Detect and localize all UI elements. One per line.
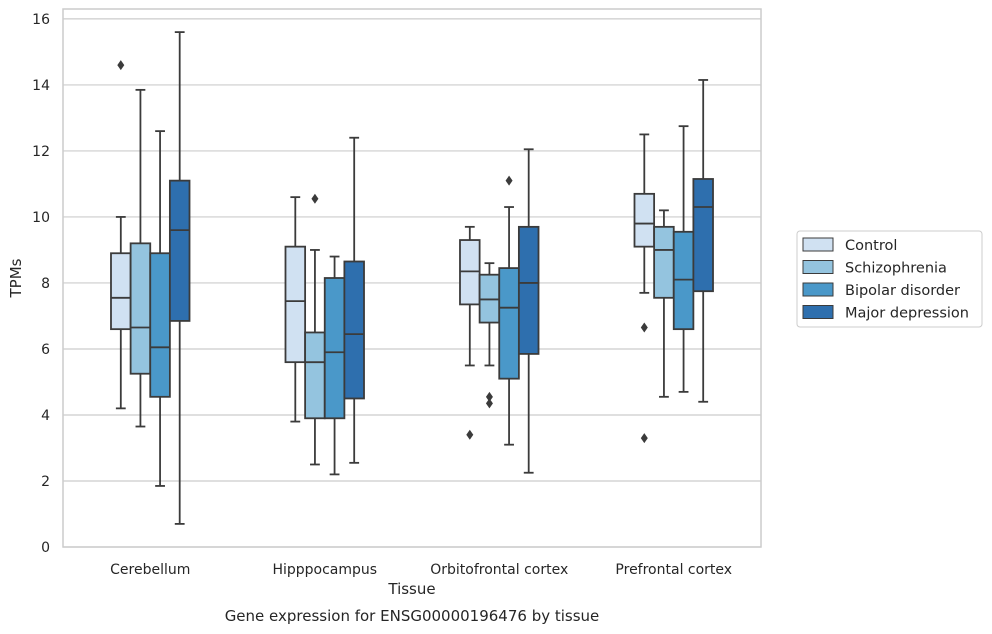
box-major-depression [517, 148, 540, 474]
legend-swatch [802, 237, 834, 252]
outlier-point [485, 398, 493, 409]
box-major-depression [168, 31, 191, 525]
outlier-point [485, 391, 493, 402]
box-iqr [168, 179, 191, 322]
y-tick-label: 14 [32, 78, 50, 94]
box-control [284, 196, 307, 423]
box-iqr [633, 192, 656, 248]
outlier-point [640, 322, 648, 333]
y-tick-label: 4 [41, 408, 50, 424]
y-tick-label: 12 [32, 144, 50, 160]
box-schizophrenia [653, 209, 675, 398]
y-tick-label: 16 [32, 12, 50, 28]
outlier-point [505, 175, 513, 186]
chart-title: Gene expression for ENSG00000196476 by t… [225, 607, 600, 625]
box-iqr [129, 242, 152, 375]
outlier-point [466, 429, 474, 440]
box-iqr [304, 331, 326, 420]
y-tick-label: 0 [41, 540, 50, 556]
box-iqr [653, 225, 675, 299]
box-iqr [517, 225, 540, 355]
box-schizophrenia [304, 193, 326, 466]
box-iqr [110, 252, 132, 331]
legend: Control Schizophrenia Bipolar disorder Majo… [796, 230, 983, 328]
box-layer [110, 31, 714, 525]
box-iqr [323, 277, 346, 420]
x-tick-label: Cerebellum [110, 562, 190, 578]
y-tick-label: 6 [41, 342, 50, 358]
box-iqr [692, 178, 714, 293]
outlier-point [117, 60, 125, 71]
legend-label: Bipolar disorder [845, 283, 960, 299]
box-bipolar-disorder [672, 125, 695, 393]
y-tick-label: 2 [41, 474, 50, 490]
box-control [633, 133, 656, 444]
box-major-depression [692, 79, 714, 403]
box-schizophrenia [478, 262, 501, 409]
box-iqr [343, 260, 365, 400]
legend-frame [796, 230, 983, 328]
x-tick-labels: Cerebellum Hipppocampus Orbitofrontal cort… [110, 562, 732, 578]
y-tick-labels: 0 2 4 6 8 10 12 14 16 [32, 12, 50, 556]
legend-swatch [802, 305, 834, 319]
x-axis-label: Tissue [387, 580, 435, 598]
legend-label: Schizophrenia [845, 261, 947, 277]
box-iqr [149, 252, 171, 398]
x-tick-label: Hipppocampus [272, 562, 377, 578]
x-tick-label: Orbitofrontal cortex [430, 562, 568, 578]
y-axis-label: TPMs [7, 258, 25, 298]
outlier-point [311, 193, 319, 204]
outlier-point [640, 433, 648, 444]
box-schizophrenia [129, 88, 152, 428]
y-tick-label: 10 [32, 210, 50, 226]
box-iqr [498, 267, 520, 380]
box-bipolar-disorder [498, 175, 520, 446]
legend-label: Major depression [845, 306, 969, 322]
box-control [459, 225, 481, 440]
x-tick-label: Prefrontal cortex [615, 562, 732, 578]
legend-swatch [802, 260, 834, 274]
box-major-depression [343, 136, 365, 464]
box-control [110, 60, 132, 410]
box-bipolar-disorder [149, 130, 171, 487]
y-tick-label: 8 [41, 276, 50, 292]
legend-swatch [802, 282, 834, 297]
legend-label: Control [845, 238, 897, 254]
box-bipolar-disorder [323, 255, 346, 476]
box-iqr [284, 245, 307, 364]
plot-frame [62, 8, 762, 548]
